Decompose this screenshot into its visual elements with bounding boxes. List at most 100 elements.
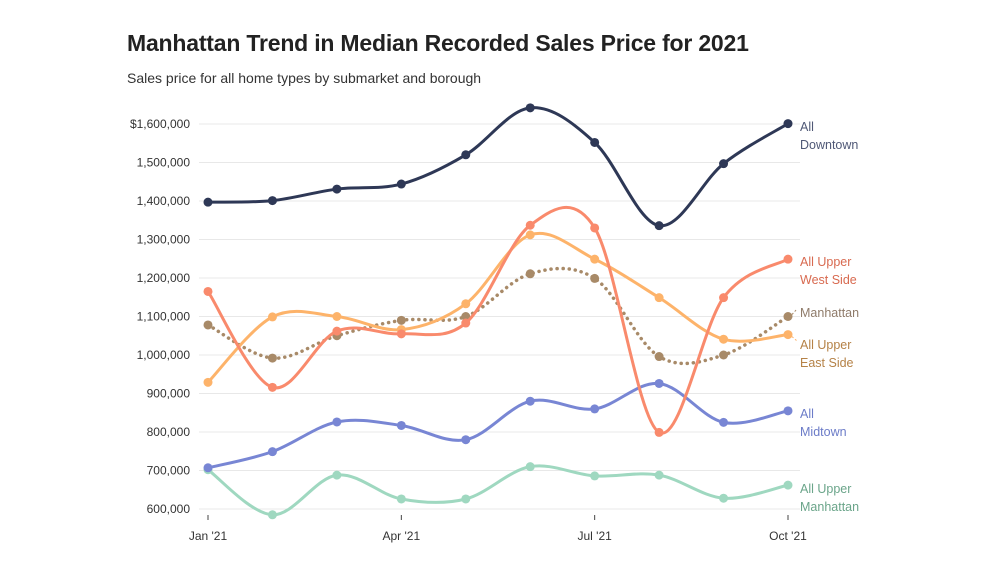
y-tick-label: 1,400,000 [137, 194, 191, 208]
data-point [396, 494, 406, 504]
y-tick-label: 800,000 [147, 425, 191, 439]
label-leader [791, 336, 798, 342]
chart-subtitle: Sales price for all home types by submar… [127, 70, 482, 86]
series-all-upper-manhattan [203, 462, 793, 520]
data-point [525, 269, 535, 279]
data-point [590, 404, 600, 414]
data-point [267, 312, 277, 322]
data-point [332, 326, 342, 336]
data-point [719, 159, 729, 169]
series-line [206, 266, 790, 366]
series-line [206, 231, 790, 384]
data-point [267, 353, 277, 363]
data-point [525, 462, 535, 472]
data-point [654, 293, 664, 303]
data-point [332, 312, 342, 321]
y-tick-label: 900,000 [147, 387, 191, 401]
x-tick-label: Apr '21 [383, 529, 421, 543]
data-point [525, 103, 535, 113]
data-point [203, 377, 213, 387]
series-label-all-upper-west-side: All Upper West Side [800, 255, 857, 287]
x-tick-label: Jul '21 [578, 529, 613, 543]
data-point [396, 329, 406, 339]
data-point [525, 220, 535, 230]
label-leader [791, 308, 798, 315]
data-point [590, 223, 600, 233]
x-tick-label: Oct '21 [769, 529, 807, 543]
data-point [267, 196, 277, 206]
data-point [461, 494, 471, 504]
data-point [719, 334, 729, 344]
y-tick-label: $1,600,000 [130, 117, 190, 131]
series-line [206, 106, 790, 228]
data-point [396, 315, 406, 325]
series-label-all-upper-east-side: All Upper East Side [800, 338, 854, 370]
data-point [783, 312, 793, 321]
y-tick-label: 1,200,000 [137, 271, 191, 285]
y-tick-label: 1,500,000 [137, 156, 191, 170]
data-point [461, 312, 471, 321]
chart-title: Manhattan Trend in Median Recorded Sales… [127, 30, 749, 56]
data-point [332, 417, 342, 427]
data-point [654, 427, 664, 437]
data-point [783, 480, 793, 490]
series-all-upper-west-side [203, 206, 793, 437]
data-point [461, 299, 471, 309]
data-point [719, 293, 729, 303]
data-point [203, 463, 213, 473]
series-lines [203, 103, 793, 520]
data-point [396, 179, 406, 189]
data-point [203, 197, 213, 207]
data-point [590, 471, 600, 481]
series-label-all-downtown: All Downtown [800, 120, 858, 152]
y-tick-label: 1,300,000 [137, 233, 191, 247]
data-point [654, 352, 664, 362]
data-point [461, 435, 471, 445]
data-point [590, 254, 600, 264]
data-point [461, 318, 471, 328]
data-point [783, 119, 793, 129]
data-point [590, 273, 600, 283]
series-line [206, 464, 790, 517]
data-point [719, 417, 729, 427]
data-point [525, 396, 535, 406]
gridlines [199, 123, 800, 510]
data-point [396, 420, 406, 430]
data-point [783, 254, 793, 264]
y-tick-label: 700,000 [147, 464, 191, 478]
data-point [332, 470, 342, 480]
series-all-midtown [203, 378, 793, 473]
data-point [332, 184, 342, 194]
y-tick-label: 600,000 [147, 502, 191, 516]
y-tick-label: 1,100,000 [137, 310, 191, 324]
y-tick-label: 1,000,000 [137, 348, 191, 362]
data-point [783, 330, 793, 340]
x-tick-label: Jan '21 [189, 529, 228, 543]
data-point [719, 350, 729, 360]
data-point [654, 221, 664, 231]
series-line [206, 206, 790, 435]
series-all-downtown [203, 103, 793, 231]
data-point [590, 137, 600, 147]
data-point [267, 382, 277, 392]
data-point [267, 447, 277, 457]
series-label-manhattan: Manhattan [800, 306, 859, 320]
data-point [783, 406, 793, 416]
x-axis: Jan '21 Apr '21 Jul '21 Oct '21 [189, 515, 807, 543]
series-all-upper-east-side [203, 230, 793, 387]
series-labels: All Upper Manhattan All Midtown Manhattan All… [791, 120, 859, 514]
data-point [203, 286, 213, 296]
y-axis: $1,600,000 1,500,000 1,400,000 1,300,000 1,2… [130, 117, 190, 516]
series-label-all-upper-manhattan: All Upper Manhattan [800, 482, 859, 514]
data-point [461, 150, 471, 160]
data-point [203, 320, 213, 330]
data-point [654, 470, 664, 480]
series-manhattan [203, 266, 793, 366]
data-point [267, 510, 277, 520]
series-line [206, 381, 790, 470]
data-point [719, 493, 729, 503]
data-point [654, 378, 664, 388]
series-label-all-midtown: All Midtown [800, 407, 847, 439]
data-point [525, 230, 535, 240]
